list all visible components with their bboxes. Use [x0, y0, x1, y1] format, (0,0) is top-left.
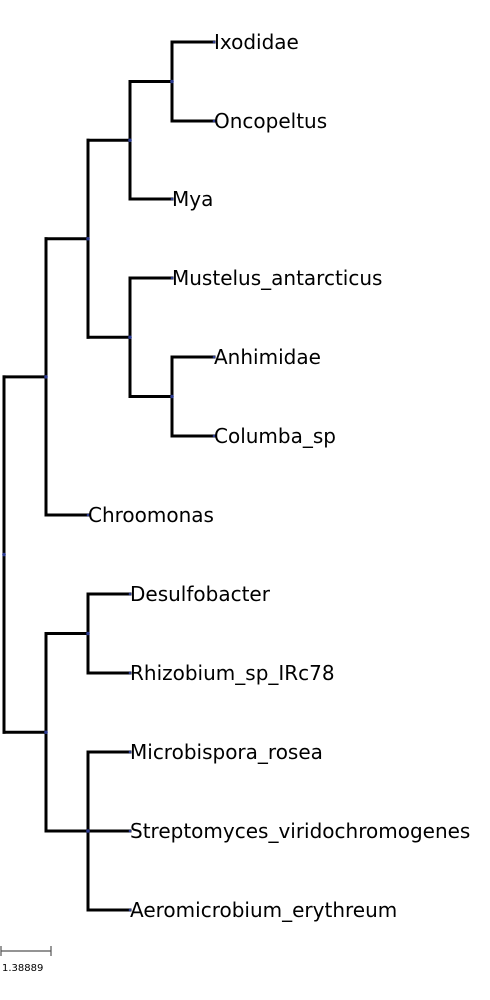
leaf-marker-desulfobacter: [128, 592, 132, 596]
leaf-marker-chroomonas: [86, 513, 90, 517]
node-marker-n_ac: [170, 394, 174, 399]
scale-bar-line: [0, 946, 52, 956]
tree-node-markers: [2, 40, 216, 912]
leaf-label-anhimidae: Anhimidae: [214, 345, 321, 369]
node-marker-n_io: [170, 79, 174, 84]
leaf-marker-columba: [212, 434, 216, 438]
leaf-marker-oncopeltus: [212, 119, 216, 123]
leaf-marker-anhimidae: [212, 355, 216, 359]
leaf-marker-mya: [170, 197, 174, 201]
node-marker-n_mac: [128, 335, 132, 340]
node-marker-n_msa: [86, 829, 90, 833]
scale-bar: 1.38889: [0, 946, 52, 974]
leaf-marker-ixodidae: [212, 40, 216, 44]
leaf-label-microbispora: Microbispora_rosea: [130, 740, 323, 764]
leaf-label-ixodidae: Ixodidae: [214, 30, 299, 54]
leaf-marker-aeromicrobium: [128, 908, 132, 912]
node-marker-root: [2, 552, 6, 557]
leaf-label-desulfobacter: Desulfobacter: [130, 582, 271, 606]
leaf-marker-microbispora: [128, 750, 132, 754]
tree-leaf-labels: Ixodidae Oncopeltus Mya Mustelus_antarcticu…: [88, 30, 470, 922]
node-marker-n_dr: [86, 631, 90, 636]
node-marker-n_bot: [44, 730, 48, 735]
node-marker-n_top: [44, 375, 48, 379]
scale-bar-label: 1.38889: [2, 963, 43, 974]
leaf-label-chroomonas: Chroomonas: [88, 503, 214, 527]
leaf-marker-mustelus: [170, 276, 174, 280]
node-marker-n_all6: [86, 236, 90, 241]
leaf-label-aeromicrobium: Aeromicrobium_erythreum: [130, 898, 397, 922]
leaf-marker-rhizobium: [128, 671, 132, 675]
node-marker-n_iom: [128, 138, 132, 143]
leaf-label-oncopeltus: Oncopeltus: [214, 109, 327, 133]
leaf-label-mya: Mya: [172, 187, 213, 211]
tree-branches: [2, 40, 216, 912]
leaf-label-rhizobium: Rhizobium_sp_IRc78: [130, 661, 335, 685]
leaf-label-streptomyces: Streptomyces_viridochromogenes: [130, 819, 470, 843]
leaf-marker-streptomyces: [128, 829, 132, 833]
leaf-label-mustelus: Mustelus_antarcticus: [172, 266, 382, 290]
leaf-label-columba: Columba_sp: [214, 424, 336, 448]
